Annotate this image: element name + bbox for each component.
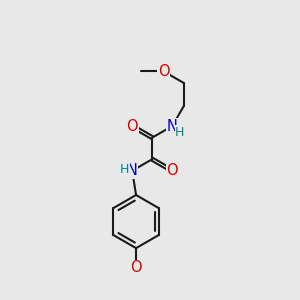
Text: O: O bbox=[126, 118, 138, 134]
Text: H: H bbox=[175, 126, 184, 139]
Text: O: O bbox=[158, 64, 170, 79]
Text: O: O bbox=[130, 260, 142, 275]
Text: N: N bbox=[167, 118, 178, 134]
Text: N: N bbox=[127, 163, 138, 178]
Text: H: H bbox=[120, 163, 129, 176]
Text: O: O bbox=[167, 163, 178, 178]
